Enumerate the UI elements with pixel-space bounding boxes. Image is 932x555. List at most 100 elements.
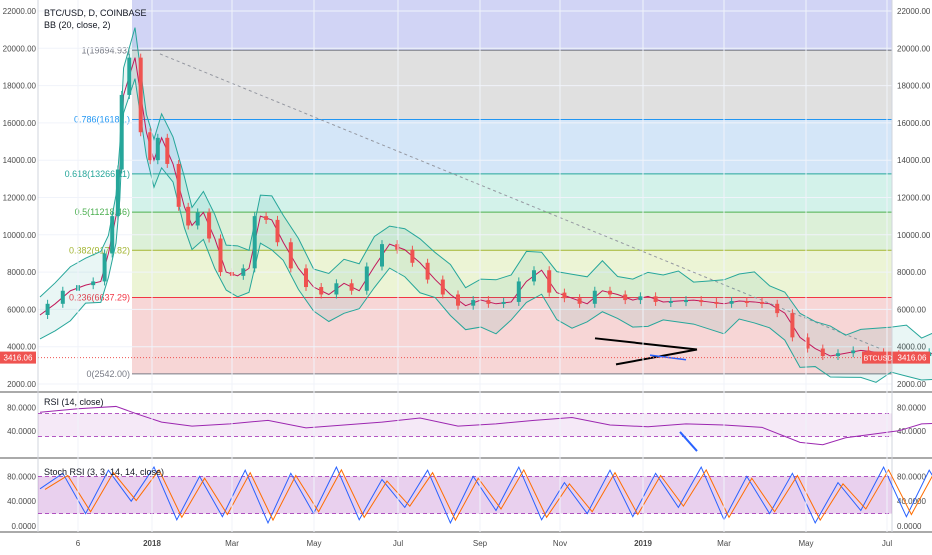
candle xyxy=(207,212,212,239)
price-tick-left: 4000.00 xyxy=(7,343,36,352)
x-tick-label: May xyxy=(306,539,321,548)
candle xyxy=(264,216,269,220)
candle xyxy=(334,283,339,295)
x-tick-label: 2019 xyxy=(634,539,652,548)
candle xyxy=(714,301,719,304)
candle xyxy=(380,244,384,267)
rsi-band xyxy=(38,413,892,437)
price-tick-right: 10000.00 xyxy=(897,231,931,240)
last-price-right: 3416.06 xyxy=(898,354,927,363)
price-tick-left: 12000.00 xyxy=(3,194,37,203)
candle xyxy=(115,169,120,217)
rsi-legend: RSI (14, close) xyxy=(44,396,104,408)
x-tick-label: Jul xyxy=(882,539,892,548)
fib-level-label: 0.5(11218.46) xyxy=(75,207,130,217)
bb-indicator-label: BB (20, close, 2) xyxy=(44,20,111,30)
fib-zone xyxy=(132,297,892,374)
price-tick-right: 12000.00 xyxy=(897,194,931,203)
candle xyxy=(760,301,764,304)
candle xyxy=(364,266,369,291)
price-tick-right: 6000.00 xyxy=(897,305,926,314)
candle xyxy=(395,244,400,250)
price-tick-right: 8000.00 xyxy=(897,268,926,277)
candle xyxy=(866,350,871,353)
candle xyxy=(471,300,476,306)
x-tick-label: Mar xyxy=(225,539,239,548)
price-tick-left: 8000.00 xyxy=(7,268,36,277)
fib-zone xyxy=(132,50,892,120)
candle xyxy=(836,353,840,357)
candle xyxy=(790,313,795,338)
candle xyxy=(456,294,460,306)
price-tick-right: 16000.00 xyxy=(897,119,931,128)
stoch-tick-left: 40.0000 xyxy=(7,497,36,506)
candle xyxy=(486,300,491,304)
price-tick-left: 22000.00 xyxy=(3,7,37,16)
price-tick-right: 4000.00 xyxy=(897,343,926,352)
candle xyxy=(592,290,597,304)
candle xyxy=(218,238,223,273)
candle xyxy=(186,206,191,226)
candle xyxy=(319,287,324,295)
candle xyxy=(501,301,506,304)
stoch-tick-right: 40.0000 xyxy=(897,497,926,506)
candle xyxy=(165,137,170,164)
rsi-tick-left: 40.0000 xyxy=(7,427,36,436)
rsi-tick-right: 40.0000 xyxy=(897,427,926,436)
candle xyxy=(608,290,612,295)
x-tick-label: Jul xyxy=(393,539,403,548)
candle xyxy=(45,303,50,315)
candle xyxy=(148,132,153,161)
price-tick-left: 2000.00 xyxy=(7,380,36,389)
candle xyxy=(102,253,107,282)
fib-level-label: 0.382(9170.82) xyxy=(69,245,130,255)
fib-level-label: 1(19894.93) xyxy=(81,45,130,55)
candle xyxy=(440,279,445,295)
stoch-rsi-label: Stoch RSI (3, 3, 14, 14, close) xyxy=(44,467,165,477)
candle xyxy=(516,281,521,302)
stoch-d-line xyxy=(44,468,932,522)
stoch-tick-left: 80.0000 xyxy=(7,472,36,481)
candle xyxy=(653,296,658,302)
price-tick-left: 18000.00 xyxy=(3,82,37,91)
bb-fill xyxy=(40,27,932,383)
x-tick-label: Nov xyxy=(553,539,567,548)
candle xyxy=(805,337,810,349)
candle xyxy=(699,300,704,303)
price-tick-left: 16000.00 xyxy=(3,119,37,128)
candle xyxy=(155,137,160,161)
candle xyxy=(304,268,308,288)
candle xyxy=(275,219,280,243)
main-legend: BTC/USD, D, COINBASE BB (20, close, 2) xyxy=(44,7,147,31)
price-tick-right: 14000.00 xyxy=(897,156,931,165)
candle xyxy=(241,268,246,276)
fib-level-label: 0(2542.00) xyxy=(86,369,130,379)
bb-lower xyxy=(39,78,932,383)
price-tick-left: 6000.00 xyxy=(7,305,36,314)
candle xyxy=(638,296,643,301)
price-tick-right: 18000.00 xyxy=(897,82,931,91)
candle xyxy=(547,270,552,293)
bb-upper xyxy=(39,27,932,339)
fib-level-label: 0.618(13266.11) xyxy=(65,169,130,179)
rsi-line xyxy=(39,405,932,446)
candle xyxy=(252,216,257,269)
last-price-tag-left xyxy=(0,351,36,364)
stoch-k-line xyxy=(39,465,932,525)
stoch-tick-right: 80.0000 xyxy=(897,472,926,481)
price-tick-right: 20000.00 xyxy=(897,44,931,53)
candle xyxy=(288,242,293,269)
symbol-tag xyxy=(862,351,894,364)
stoch-tick-left: 0.0000 xyxy=(12,522,37,531)
price-tick-right: 22000.00 xyxy=(897,7,931,16)
price-tick-left: 20000.00 xyxy=(3,44,37,53)
candle xyxy=(349,283,354,291)
fib-zone-top xyxy=(132,0,892,51)
triangle-upper xyxy=(594,337,698,351)
x-tick-label: 6 xyxy=(76,539,81,548)
stoch-legend: Stoch RSI (3, 3, 14, 14, close) xyxy=(44,466,164,478)
price-tick-left: 10000.00 xyxy=(3,231,37,240)
price-tick-left: 14000.00 xyxy=(3,156,37,165)
